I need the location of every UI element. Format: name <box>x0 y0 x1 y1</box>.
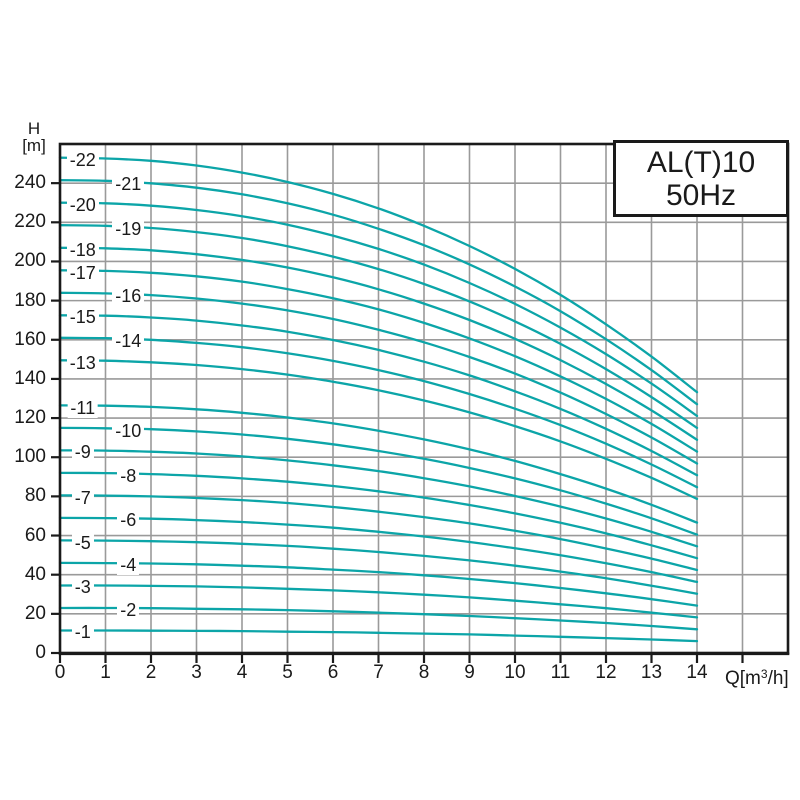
x-tick-label: 10 <box>504 662 526 683</box>
x-tick-label: 8 <box>418 662 430 683</box>
pump-curve <box>58 561 699 607</box>
pump-curve <box>58 246 699 441</box>
x-tick-label: 3 <box>191 662 202 683</box>
x-tick-label: 14 <box>686 662 708 683</box>
x-tick-label: 9 <box>464 662 475 683</box>
x-tick-label: 4 <box>236 662 248 683</box>
y-tick-label: 160 <box>14 328 46 350</box>
title-box: AL(T)10 50Hz <box>613 140 789 217</box>
pump-curve <box>58 629 699 643</box>
pump-curve <box>58 291 699 465</box>
grid-lines <box>60 144 788 653</box>
curve-stage-label: -1 <box>71 622 94 643</box>
pump-curve <box>58 314 699 477</box>
y-tick-label: 100 <box>14 446 46 468</box>
title-box-frequency: 50Hz <box>665 178 737 212</box>
x-tick-label: 13 <box>640 662 663 683</box>
curve-stage-label: -2 <box>117 600 140 621</box>
curve-stage-label: -9 <box>71 442 94 463</box>
curve-stage-label: -13 <box>66 352 99 373</box>
curve-stage-label: -22 <box>66 150 99 171</box>
pump-curve <box>58 156 699 394</box>
y-tick-label: 20 <box>24 602 46 624</box>
curve-stage-label: -6 <box>117 510 140 531</box>
y-tick-label: 140 <box>14 367 46 389</box>
title-box-model: AL(T)10 <box>646 145 756 179</box>
y-tick-label: 200 <box>14 250 46 272</box>
curve-stage-label: -10 <box>112 420 145 441</box>
pump-curve <box>58 201 699 418</box>
x-axis-title-prefix: Q[m <box>725 668 761 689</box>
y-tick-label: 80 <box>24 485 46 507</box>
x-tick-label: 1 <box>100 662 111 683</box>
curve-stage-label: -16 <box>112 286 145 307</box>
curve-stage-label: -11 <box>67 397 99 418</box>
curve-stage-label: -3 <box>71 577 94 598</box>
x-axis-title: Q[m3/h] <box>725 663 789 690</box>
pump-curve <box>58 269 699 453</box>
pump-curve <box>58 449 699 548</box>
y-axis-title: H [m] <box>13 120 55 154</box>
x-tick-label: 5 <box>282 662 293 683</box>
curve-stage-label: -19 <box>112 218 145 239</box>
pump-curve <box>58 584 699 619</box>
pump-curves <box>58 156 699 643</box>
curve-stage-label: -4 <box>117 555 140 576</box>
curve-stage-label: -17 <box>66 262 99 283</box>
axis-ticks <box>51 182 744 663</box>
curve-stage-label: -18 <box>66 240 99 261</box>
y-axis-title-symbol: H <box>27 119 41 138</box>
x-axis-title-suffix: /h] <box>767 668 789 689</box>
curve-stage-label: -7 <box>71 487 94 508</box>
y-tick-label: 120 <box>14 407 46 429</box>
curve-stage-label: -8 <box>117 465 140 486</box>
pump-curve <box>58 516 699 584</box>
curve-stage-label: -20 <box>66 195 99 216</box>
pump-curve <box>58 336 699 489</box>
y-tick-label: 40 <box>24 563 46 585</box>
curve-stage-label: -14 <box>112 330 145 351</box>
y-tick-label: 60 <box>24 524 46 546</box>
pump-curve <box>58 494 699 572</box>
curve-stage-label: -21 <box>112 174 145 195</box>
curve-stage-label: -5 <box>71 532 94 553</box>
x-tick-label: 12 <box>595 662 617 683</box>
y-tick-label: 0 <box>35 642 46 663</box>
y-tick-label: 240 <box>14 172 46 194</box>
y-tick-label: 220 <box>14 211 46 233</box>
x-tick-label: 0 <box>54 662 66 683</box>
pump-curve <box>58 404 699 524</box>
x-axis-title-superscript: 3 <box>760 667 768 681</box>
x-tick-label: 2 <box>145 662 157 683</box>
pump-curve <box>58 179 699 406</box>
pump-curve <box>58 471 699 560</box>
x-tick-label: 6 <box>327 662 339 683</box>
curve-stage-label: -15 <box>66 307 99 328</box>
pump-curve <box>58 606 699 631</box>
x-tick-label: 7 <box>373 662 384 683</box>
pump-curve <box>58 426 699 536</box>
pump-curve <box>58 539 699 595</box>
pump-curve <box>58 224 699 430</box>
y-axis-title-unit: [m] <box>22 136 46 155</box>
pump-curve <box>58 359 699 501</box>
x-tick-label: 11 <box>550 662 571 683</box>
y-tick-label: 180 <box>14 289 46 311</box>
